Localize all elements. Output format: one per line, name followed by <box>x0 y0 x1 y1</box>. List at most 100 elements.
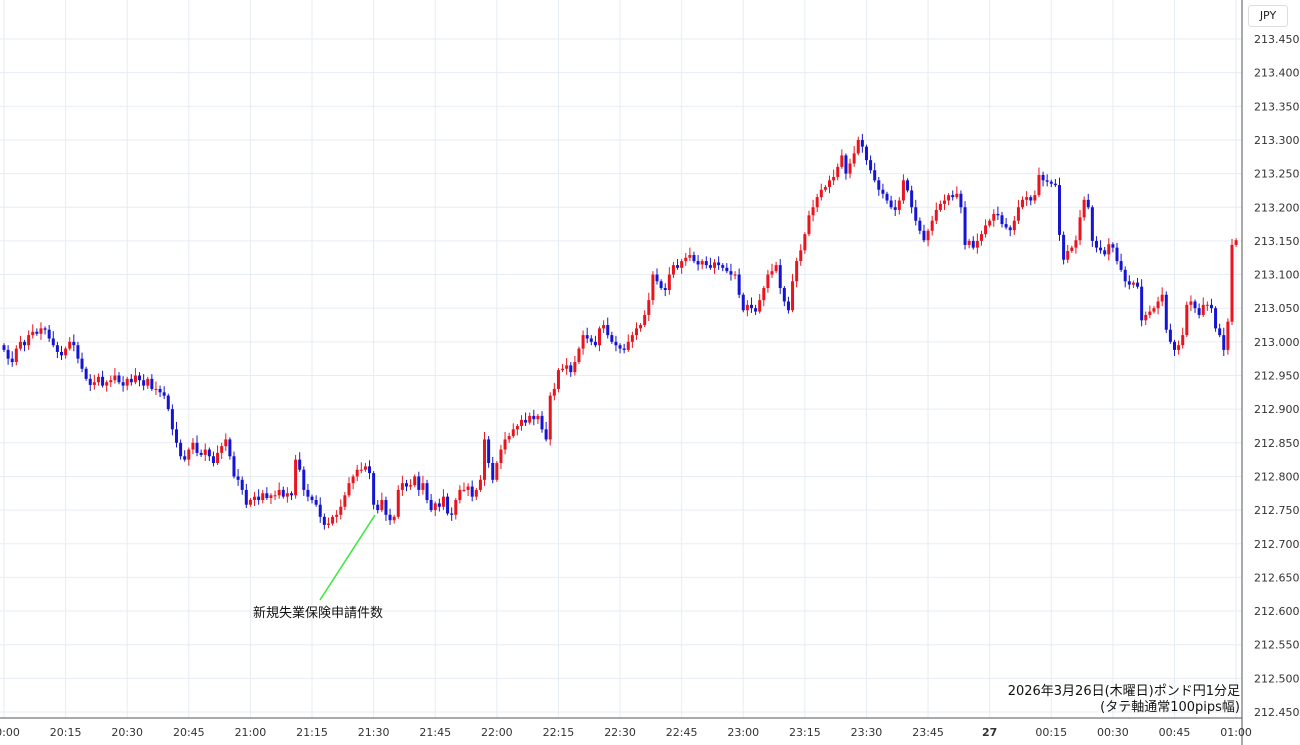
candle-body <box>988 220 992 226</box>
candle <box>1214 306 1218 332</box>
candle-body <box>302 469 306 490</box>
candle-body <box>1025 197 1029 200</box>
candle-body <box>556 370 560 389</box>
candle <box>1041 171 1045 187</box>
candle <box>72 334 76 352</box>
candle <box>347 477 351 498</box>
candle <box>663 283 667 297</box>
candle-body <box>877 180 881 190</box>
candle <box>138 372 142 387</box>
candle <box>992 209 996 227</box>
candle-body <box>1148 311 1152 315</box>
caption-line-1: 2026年3月26日(木曜日)ポンド円1分足 <box>1007 684 1240 699</box>
candle <box>515 423 519 436</box>
candle <box>302 466 306 496</box>
candle <box>1144 311 1148 326</box>
candle <box>495 460 499 482</box>
y-tick-label: 212.800 <box>1254 470 1300 483</box>
candle <box>1103 246 1107 257</box>
x-tick-label: 23:15 <box>789 726 821 739</box>
candle <box>170 404 174 436</box>
candle-body <box>1004 224 1008 228</box>
candle-body <box>680 261 684 268</box>
candle <box>1082 196 1086 221</box>
candle-body <box>581 335 585 349</box>
candle-body <box>18 341 22 349</box>
candle <box>59 345 63 361</box>
candle-body <box>893 207 897 210</box>
candle-body <box>684 257 688 262</box>
candle-body <box>979 234 983 241</box>
candle <box>552 382 556 401</box>
candle <box>729 263 733 281</box>
candle-body <box>1189 301 1193 305</box>
candle <box>955 186 959 200</box>
candle-body <box>183 456 187 460</box>
candle-body <box>1053 183 1057 186</box>
candle <box>450 507 454 521</box>
candle <box>1234 238 1238 247</box>
candle-body <box>676 265 680 268</box>
candle <box>799 244 803 266</box>
candle-body <box>996 213 1000 216</box>
x-tick-label: 22:30 <box>604 726 636 739</box>
candle-body <box>749 304 753 309</box>
candle-body <box>766 274 770 289</box>
candle-body <box>113 375 117 381</box>
candle-body <box>540 415 544 430</box>
candle-body <box>162 392 166 396</box>
candle-body <box>68 341 72 349</box>
y-axis[interactable]: 212.450 212.500 212.550 212.600 212.650 212.7… <box>1254 33 1300 719</box>
candle-body <box>117 375 121 383</box>
candle-body <box>1115 247 1119 262</box>
candle <box>1140 279 1144 327</box>
candle-body <box>943 200 947 204</box>
x-axis[interactable]: 20:00 20:15 20:30 20:45 21:00 21:15 21:30 21:45… <box>0 726 1252 739</box>
candle-body <box>1214 308 1218 329</box>
candle <box>273 490 277 501</box>
candle-body <box>1074 240 1078 248</box>
candle-body <box>289 493 293 496</box>
candle-body <box>844 155 848 174</box>
candle-body <box>532 415 536 420</box>
x-tick-label: 22:00 <box>481 726 513 739</box>
candle <box>811 199 815 222</box>
candle-body <box>606 325 610 336</box>
candle <box>355 465 359 482</box>
candle <box>195 435 199 457</box>
candle-body <box>174 429 178 443</box>
candle <box>577 346 581 365</box>
candle <box>877 176 881 196</box>
candle-body <box>298 459 302 470</box>
candle-body <box>634 328 638 336</box>
candle-body <box>388 514 392 521</box>
candle-body <box>248 500 252 505</box>
candle <box>651 271 655 305</box>
candle-body <box>306 489 310 497</box>
candle <box>881 183 885 199</box>
candle <box>158 385 162 398</box>
candle <box>306 483 310 502</box>
candle <box>224 433 228 451</box>
candle-body <box>43 328 47 330</box>
candle <box>23 339 27 352</box>
candle-body <box>704 261 708 266</box>
candle-body <box>548 395 552 440</box>
candle <box>1049 179 1053 188</box>
candle <box>934 202 938 225</box>
candle <box>322 513 326 530</box>
candle-body <box>1057 185 1061 235</box>
candle <box>1033 190 1037 204</box>
candle-body <box>762 288 766 301</box>
candle-body <box>799 250 803 262</box>
candle-body <box>967 240 971 245</box>
candle <box>639 323 643 332</box>
candle <box>462 482 466 492</box>
candle <box>14 345 18 366</box>
candle-body <box>745 304 749 311</box>
candle-body <box>524 419 528 423</box>
candle-body <box>347 483 351 496</box>
candle-body <box>519 419 523 426</box>
x-tick-label: 21:45 <box>419 726 451 739</box>
